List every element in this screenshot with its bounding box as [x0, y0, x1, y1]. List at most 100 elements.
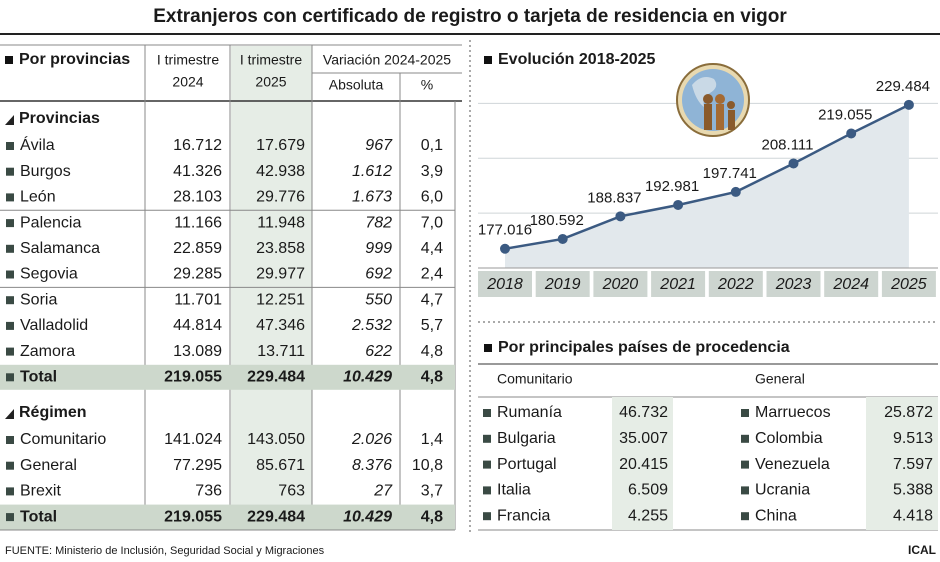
data-label: 192.981 [645, 178, 699, 195]
row-cell: Brexit [20, 483, 61, 500]
row-cell: Valladolid [20, 317, 88, 334]
row-cell: 736 [195, 483, 222, 500]
data-label: 229.484 [876, 78, 930, 95]
row-cell: 11.166 [174, 214, 222, 231]
country-value: 6.509 [628, 482, 668, 499]
bullet [6, 461, 14, 470]
bullet [483, 486, 491, 495]
bullet [6, 219, 14, 228]
point [557, 233, 568, 244]
section-title: Por principales países de procedencia [498, 339, 790, 356]
bullet [484, 344, 492, 352]
row-cell: León [20, 189, 56, 206]
country-name: Rumanía [497, 404, 562, 421]
credit: ICAL [908, 543, 936, 557]
row-cell: 29.285 [173, 266, 222, 283]
category-cell [593, 271, 648, 297]
row-cell: 967 [365, 137, 393, 154]
section-heading: Régimen [19, 404, 87, 421]
country-value: 7.597 [893, 456, 933, 473]
section-heading: Provincias [19, 110, 100, 127]
country-name: Italia [497, 482, 531, 499]
table-heading: Por provincias [19, 51, 130, 68]
data-label: 197.741 [703, 165, 757, 182]
data-label: 208.111 [762, 136, 814, 153]
row-cell: 782 [365, 214, 392, 231]
group-header: Comunitario [497, 371, 573, 387]
row-cell: 29.776 [256, 189, 305, 206]
highlight-column [866, 397, 938, 530]
bullet [6, 244, 14, 253]
row-cell: 1,4 [421, 431, 443, 448]
group-header: General [755, 371, 805, 387]
total-cell: 10.429 [343, 369, 392, 386]
line [504, 103, 910, 250]
bullet [741, 460, 749, 469]
bullet [6, 373, 14, 382]
data-label: 188.837 [587, 189, 641, 206]
column-header: Absoluta [329, 77, 384, 93]
row-cell: 1.612 [352, 163, 392, 180]
total-cell: 4,8 [421, 369, 443, 386]
category-cell [766, 271, 821, 297]
total-cell: 219.055 [164, 369, 222, 386]
column-header: 2024 [172, 74, 203, 90]
row-cell: 7,0 [421, 214, 443, 231]
row-cell: 77.295 [173, 457, 222, 474]
country-name: Portugal [497, 456, 557, 473]
total-cell: 10.429 [343, 508, 392, 525]
row-cell: 8.376 [352, 457, 392, 474]
bullet [6, 193, 14, 202]
row-cell: 17.679 [256, 137, 305, 154]
row-cell: 4,8 [421, 343, 443, 360]
country-value: 35.007 [619, 430, 668, 447]
column-header: % [421, 77, 433, 93]
x-tick-label: 2019 [544, 276, 581, 293]
row-cell: 16.712 [173, 137, 222, 154]
data-label: 219.055 [818, 106, 872, 123]
total-cell: 4,8 [421, 508, 443, 525]
row-cell: 692 [365, 266, 392, 283]
total-band [0, 504, 455, 530]
bullet [6, 270, 14, 279]
bullet [483, 460, 491, 469]
row-cell: 763 [278, 483, 305, 500]
row-cell: 12.251 [256, 291, 305, 308]
row-cell: 29.977 [256, 266, 305, 283]
total-cell: 229.484 [247, 508, 305, 525]
row-cell: 11.948 [257, 214, 305, 231]
point [500, 243, 510, 254]
point [788, 158, 799, 169]
bullet [6, 142, 14, 150]
row-cell: 4,4 [421, 240, 443, 257]
x-tick-label: 2022 [717, 276, 754, 293]
row-cell: Palencia [20, 214, 81, 231]
section-marker [5, 409, 14, 419]
row-cell: 3,7 [421, 483, 443, 500]
row-cell: 23.858 [256, 240, 305, 257]
category-cell [651, 271, 706, 297]
country-value: 9.513 [893, 430, 933, 447]
bullet [6, 296, 14, 305]
page-title: Extranjeros con certificado de registro … [153, 6, 787, 27]
point [730, 186, 741, 197]
row-cell: 2,4 [421, 266, 443, 283]
highlight-column [612, 397, 673, 530]
row-cell: 2.026 [351, 431, 392, 448]
country-name: Bulgaria [497, 430, 556, 447]
globe-icon [676, 63, 750, 137]
row-cell: 47.346 [256, 317, 305, 334]
row-cell: 4,7 [421, 291, 443, 308]
total-band [0, 364, 455, 390]
category-cell [708, 271, 763, 297]
row-cell: Soria [20, 291, 57, 308]
bullet [6, 167, 14, 176]
row-cell: 6,0 [421, 189, 443, 206]
bullet [741, 486, 749, 495]
row-cell: 11.701 [174, 291, 222, 308]
row-cell: 143.050 [247, 431, 305, 448]
x-tick-label: 2018 [486, 276, 523, 293]
category-cell [881, 271, 936, 297]
row-cell: Comunitario [20, 431, 106, 448]
